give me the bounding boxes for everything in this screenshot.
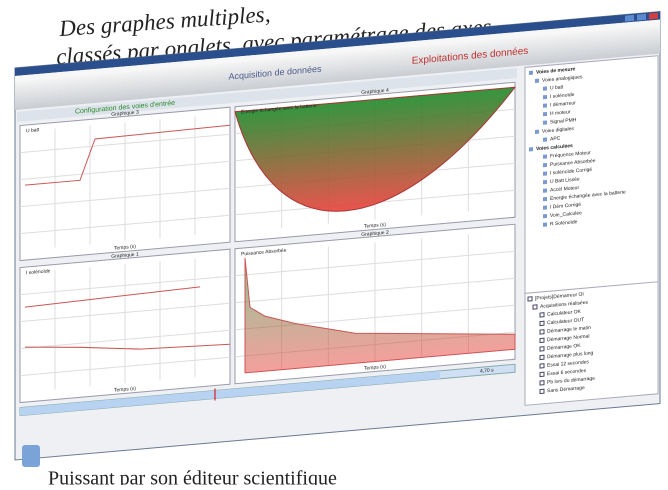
tree-icon (535, 130, 539, 134)
checkbox[interactable] (540, 364, 544, 368)
footer: Puissant par son éditeur scientifique (48, 468, 337, 485)
tree-icon (543, 120, 547, 124)
checkbox[interactable] (533, 305, 537, 309)
tree-icon (543, 197, 547, 201)
tree-icon (543, 103, 547, 107)
tree-icon (543, 95, 547, 99)
scene: Des graphes multiples, classés par ongle… (0, 0, 668, 485)
checkbox[interactable] (540, 372, 544, 376)
checkbox[interactable] (540, 355, 544, 359)
tree-icon (543, 112, 547, 116)
checkbox[interactable] (540, 338, 544, 342)
tree-icon (543, 205, 547, 209)
tree-icon (543, 188, 547, 192)
checkbox[interactable] (540, 347, 544, 351)
tree-icon (529, 147, 533, 151)
app-window: Acquisition de données Exploitations des… (15, 12, 660, 460)
checkbox[interactable] (540, 313, 544, 317)
checkbox[interactable] (540, 389, 544, 393)
checkbox[interactable] (540, 381, 544, 385)
tree-icon (543, 154, 547, 158)
icon (22, 445, 40, 467)
tree-icon (543, 171, 547, 175)
time-label: 4,70 s (480, 367, 494, 374)
tree-icon (543, 137, 547, 141)
tree-icon (543, 222, 547, 226)
checkbox[interactable] (528, 297, 532, 301)
tree-icon (543, 180, 547, 184)
series-label: U batt (26, 127, 40, 134)
tree-icon (543, 214, 547, 218)
tree-icon (529, 71, 533, 75)
tree-icon (543, 86, 547, 90)
tree-icon (543, 163, 547, 167)
checkbox[interactable] (540, 321, 544, 325)
checkbox[interactable] (540, 330, 544, 334)
tree-icon (535, 79, 539, 83)
tree-item: APC (550, 136, 561, 143)
tree-item: U batt (550, 84, 564, 91)
